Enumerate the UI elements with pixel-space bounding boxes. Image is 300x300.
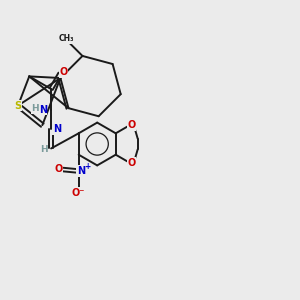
Text: N: N	[53, 124, 61, 134]
Text: O: O	[55, 164, 63, 174]
Text: O: O	[127, 120, 136, 130]
Text: O⁻: O⁻	[72, 188, 85, 198]
Text: O: O	[127, 158, 136, 168]
Text: S: S	[14, 100, 22, 110]
Text: +: +	[84, 162, 90, 171]
Text: N: N	[39, 105, 47, 115]
Text: H: H	[31, 104, 39, 113]
Text: H: H	[40, 145, 47, 154]
Text: O: O	[59, 67, 68, 77]
Text: N: N	[77, 166, 85, 176]
Text: CH₃: CH₃	[58, 34, 74, 43]
